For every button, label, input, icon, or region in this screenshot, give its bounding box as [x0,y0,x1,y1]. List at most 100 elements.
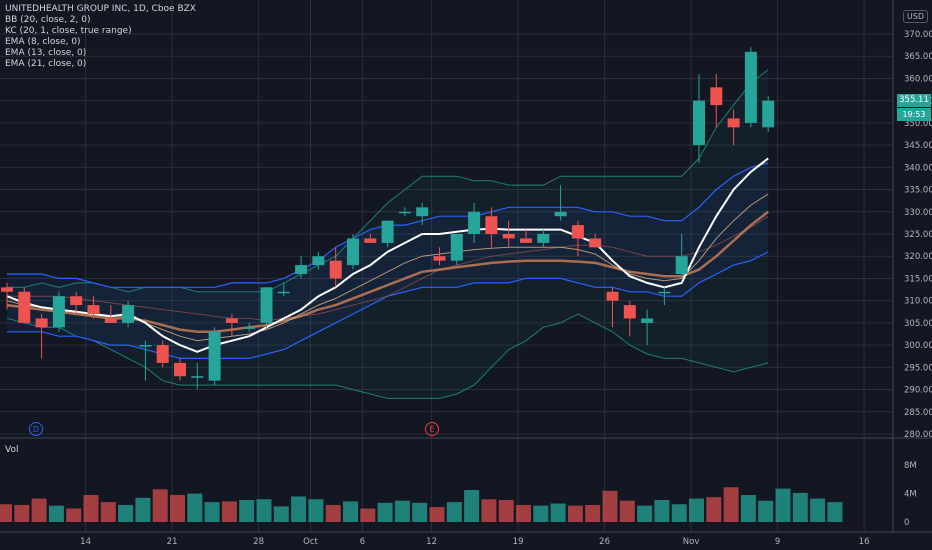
legend-ema21[interactable]: EMA (21, close, 0) [5,59,87,69]
volume-bar [585,504,601,522]
volume-tick-label: 0 [904,518,909,528]
candle-body [502,234,515,239]
price-tick-label: 300.00 [904,341,932,351]
candle-body [18,291,31,323]
earnings-event-marker[interactable]: E [425,422,439,436]
price-tick-label: 340.00 [904,163,932,173]
volume-bar [66,508,82,522]
volume-bars [0,487,843,522]
candle-body [710,87,723,106]
volume-bar [637,505,653,522]
grid [0,0,932,533]
price-tick-label: 315.00 [904,274,932,284]
candle-body [329,260,342,279]
volume-bar [204,502,220,522]
volume-bar [31,498,47,522]
volume-bar [481,499,497,522]
currency-label[interactable]: USD [902,10,928,23]
legend-kc[interactable]: KC (20, 1, close, true range) [5,26,132,36]
time-tick-label: 14 [80,537,91,547]
candle-body [571,225,584,239]
candle-body [468,211,481,234]
candle-body [589,238,602,248]
candle-body [623,305,636,319]
volume-bar [135,497,151,522]
price-tick-label: 330.00 [904,208,932,218]
legend-bb[interactable]: BB (20, close, 2, 0) [5,15,91,25]
volume-bar [827,502,843,522]
price-tick-label: 320.00 [904,252,932,262]
dividend-event-marker[interactable]: D [29,422,43,436]
last-price-badge: 355.11 [897,94,931,107]
candle-body [433,256,446,261]
candle-body [450,234,463,261]
time-tick-label: 16 [859,537,870,547]
volume-bar [464,490,480,522]
candle-body [398,211,411,214]
volume-bar [187,493,203,522]
candle-body [35,318,48,328]
price-tick-label: 370.00 [904,30,932,40]
candle-body [225,318,238,323]
price-tick-label: 280.00 [904,430,932,440]
volume-bar [0,504,12,522]
bb-lower-line [6,313,769,399]
volume-bar [533,505,549,522]
price-tick-label: 325.00 [904,230,932,240]
currency-selector[interactable]: USD [902,4,928,23]
volume-bar [689,498,704,522]
candle-body [312,256,325,266]
volume-bar [412,502,428,522]
candle-body [139,345,152,347]
price-tick-label: 310.00 [904,297,932,307]
candle-body [364,238,377,243]
candle-body [520,238,532,243]
time-tick-label: 12 [426,537,437,547]
volume-bar [14,504,30,522]
volume-bar [810,498,826,522]
volume-bar [567,505,583,522]
price-tick-label: 285.00 [904,408,932,418]
volume-bar [360,508,376,522]
price-tick-label: 305.00 [904,319,932,329]
candle-body [174,362,186,377]
volume-bar [83,495,99,522]
kc-band-fill [7,162,769,359]
volume-bar [498,499,514,522]
price-tick-label: 365.00 [904,52,932,62]
volume-bar [221,501,237,522]
volume-pane-label: Vol [5,445,19,455]
legend-ema13[interactable]: EMA (13, close, 0) [5,48,87,58]
candle-body [208,331,221,381]
time-tick-label: 9 [775,537,780,547]
price-tick-label: 360.00 [904,74,932,84]
candle-body [744,51,757,123]
candle-body [295,265,308,274]
volume-bar [654,499,670,522]
candle-body [260,287,273,323]
time-tick-label: 28 [253,537,264,547]
volume-bar [291,496,307,522]
volume-bar [723,487,739,522]
candle-body [537,234,550,243]
legend-ema8[interactable]: EMA (8, close, 0) [5,37,81,47]
volume-bar [48,505,64,522]
volume-bar [256,499,272,522]
volume-bar [170,495,185,522]
candle-body [70,296,83,306]
price-tick-label: 335.00 [904,186,932,196]
volume-bar [671,504,687,522]
volume-bar [239,499,255,522]
volume-bar [100,502,116,522]
time-tick-label: 6 [360,537,365,547]
candle-body [277,291,290,294]
volume-bar [152,489,168,522]
candle-body [416,207,429,217]
candle-body [606,291,619,301]
volume-bar [602,490,618,522]
volume-bar [706,497,722,522]
volume-bar [516,504,531,522]
candle-body [87,305,100,314]
bb-upper-line [7,69,769,293]
